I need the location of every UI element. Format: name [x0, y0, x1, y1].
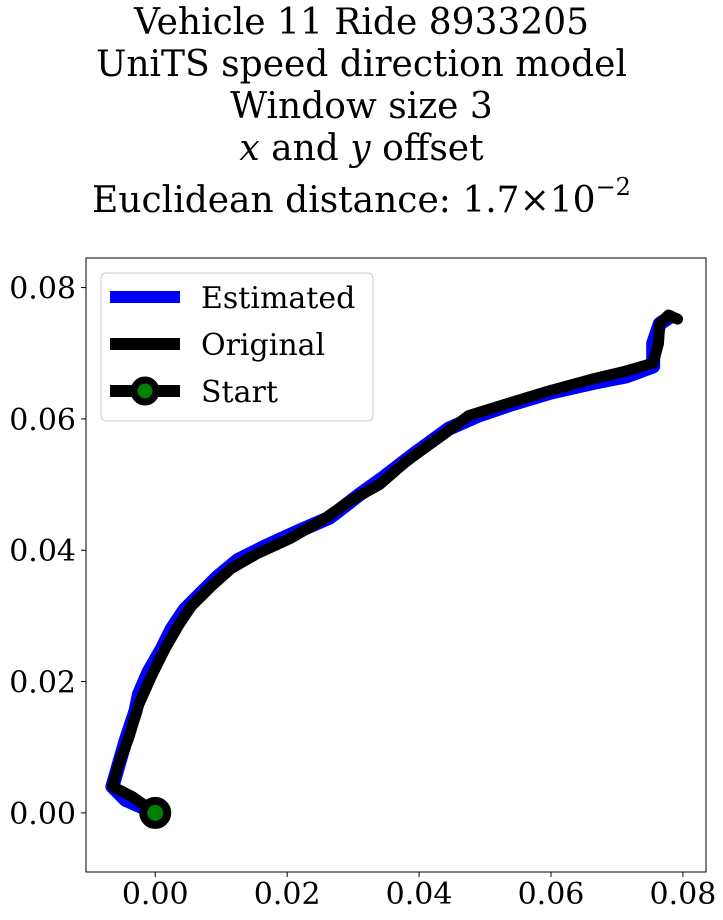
legend-label-start: Start	[201, 375, 278, 410]
x-tick-label: 0.06	[518, 877, 585, 912]
plot-area	[105, 309, 684, 829]
x-tick-label: 0.00	[122, 877, 189, 912]
title-offset: offset	[370, 128, 484, 169]
y-tick-label: 0.00	[9, 797, 76, 832]
y-tick-label: 0.06	[9, 403, 76, 438]
legend-start-marker	[130, 376, 160, 406]
title-distance: Euclidean distance: 1.7×10	[92, 180, 596, 221]
title-var-y: y	[350, 128, 371, 169]
x-tick-label: 0.04	[386, 877, 453, 912]
legend: Estimated Original Start	[100, 272, 374, 422]
title-line-2: UniTS speed direction model	[96, 44, 627, 85]
title-line-5: Euclidean distance: 1.7×10−2	[0, 170, 723, 221]
x-tick-label: 0.02	[254, 877, 321, 912]
title-line-4: x and y offset	[0, 128, 723, 170]
y-tick-label: 0.04	[9, 534, 76, 569]
title-line-3: Window size 3	[230, 86, 493, 127]
chart-title: Vehicle 11 Ride 8933205 UniTS speed dire…	[0, 0, 723, 221]
series-line-original	[106, 309, 684, 819]
x-tick-label: 0.08	[650, 877, 717, 912]
legend-box	[100, 272, 374, 422]
start-marker	[139, 796, 172, 829]
title-var-x: x	[239, 128, 260, 169]
plot-frame	[85, 257, 707, 873]
y-tick-label: 0.08	[9, 272, 76, 307]
title-and: and	[259, 128, 351, 169]
legend-label-original: Original	[201, 328, 325, 363]
title-line-1: Vehicle 11 Ride 8933205	[133, 2, 590, 43]
title-exponent: −2	[595, 173, 631, 201]
axes: 0.00 0.02 0.04 0.06 0.08 0.00 0.02 0.04 0.06 0.08	[9, 257, 717, 912]
y-tick-label: 0.02	[9, 666, 76, 701]
legend-label-estimated: Estimated	[201, 281, 355, 316]
